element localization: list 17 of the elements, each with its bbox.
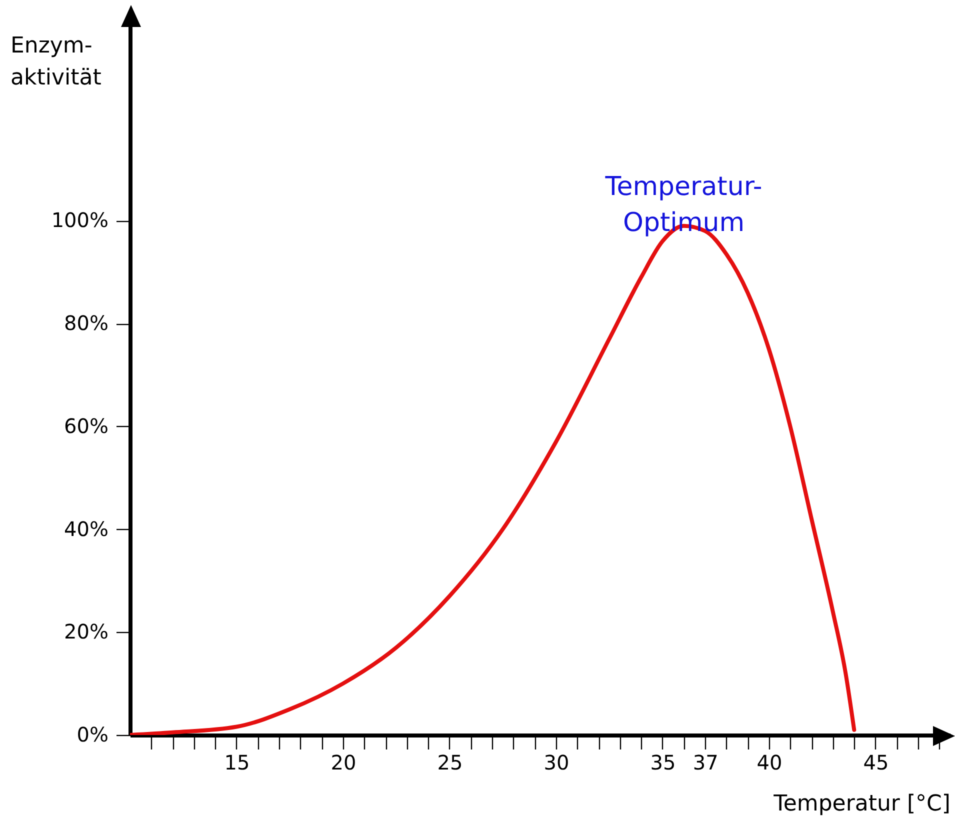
y-tick-label: 0% bbox=[76, 722, 108, 746]
x-axis-title: Temperatur [°C] bbox=[772, 792, 950, 816]
y-tick-label: 20% bbox=[64, 620, 108, 644]
x-tick-label: 20 bbox=[330, 750, 356, 774]
x-tick-label: 30 bbox=[544, 750, 570, 774]
x-tick-label: 45 bbox=[863, 750, 889, 774]
x-tick-label: 35 bbox=[650, 750, 676, 774]
y-tick-label: 40% bbox=[64, 516, 108, 541]
y-tick-label: 80% bbox=[64, 311, 108, 336]
annotation: Temperatur- Optimum bbox=[604, 172, 762, 238]
x-tick-label: 25 bbox=[437, 750, 463, 774]
x-tick-label: 40 bbox=[756, 750, 782, 774]
y-tick-label: 100% bbox=[51, 208, 108, 232]
x-tick-label: 37 bbox=[692, 750, 718, 774]
x-tick-label: 15 bbox=[224, 750, 250, 774]
y-axis-title: Enzym- aktivität bbox=[10, 34, 102, 90]
y-tick-label: 60% bbox=[64, 414, 108, 438]
